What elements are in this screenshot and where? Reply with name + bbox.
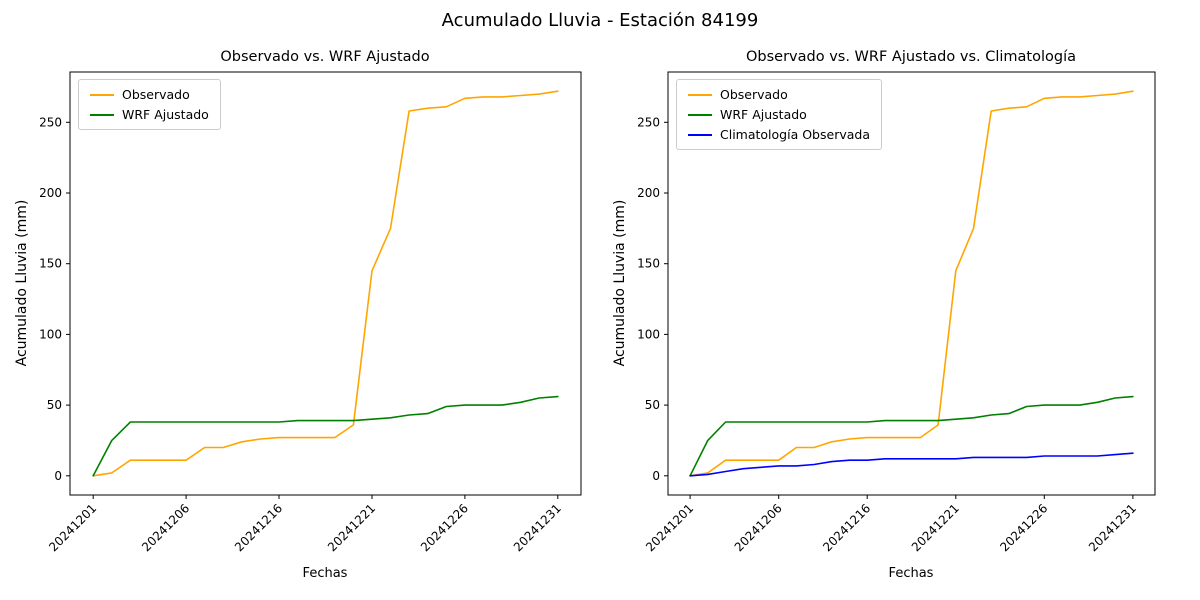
legend-left: Observado WRF Ajustado bbox=[78, 79, 221, 130]
x-tick-label: 20241226 bbox=[997, 501, 1050, 554]
wrf-line-swatch bbox=[688, 113, 712, 116]
climatologia-line-swatch bbox=[688, 133, 712, 136]
y-axis-label-left: Acumulado Lluvia (mm) bbox=[14, 199, 30, 367]
legend-item: Observado bbox=[90, 87, 209, 102]
y-tick-label: 50 bbox=[47, 398, 62, 412]
wrf-line-swatch bbox=[90, 113, 114, 116]
legend-label: Observado bbox=[720, 87, 788, 102]
x-tick-label: 20241226 bbox=[418, 501, 471, 554]
legend-item: WRF Ajustado bbox=[90, 107, 209, 122]
series-line-observado bbox=[689, 90, 1134, 477]
subplot-title-left: Observado vs. WRF Ajustado bbox=[220, 49, 430, 65]
y-tick-label: 250 bbox=[39, 115, 62, 129]
x-tick-label: 20241216 bbox=[232, 501, 285, 554]
x-tick-label: 20241221 bbox=[325, 501, 378, 554]
y-tick-label: 200 bbox=[637, 186, 660, 200]
y-tick-label: 100 bbox=[637, 327, 660, 341]
observado-line-swatch bbox=[90, 93, 114, 96]
x-tick-label: 20241216 bbox=[820, 501, 873, 554]
legend-item: WRF Ajustado bbox=[688, 107, 870, 122]
legend-label: WRF Ajustado bbox=[122, 107, 209, 122]
y-tick-label: 50 bbox=[645, 398, 660, 412]
y-axis-label-right: Acumulado Lluvia (mm) bbox=[612, 199, 628, 367]
y-tick-label: 150 bbox=[637, 257, 660, 271]
y-tick-label: 0 bbox=[652, 469, 660, 483]
y-tick-label: 0 bbox=[54, 469, 62, 483]
legend-label: Climatología Observada bbox=[720, 127, 870, 142]
x-tick-label: 20241231 bbox=[1086, 501, 1139, 554]
legend-label: WRF Ajustado bbox=[720, 107, 807, 122]
x-axis-label-left: Fechas bbox=[302, 566, 348, 581]
series-line-wrf-ajustado bbox=[92, 395, 559, 477]
legend-item: Observado bbox=[688, 87, 870, 102]
y-tick-label: 250 bbox=[637, 115, 660, 129]
series-line-observado bbox=[92, 90, 559, 477]
subplot-title-right: Observado vs. WRF Ajustado vs. Climatolo… bbox=[746, 49, 1076, 65]
series-line-climatología-observada bbox=[689, 452, 1134, 477]
legend-item: Climatología Observada bbox=[688, 127, 870, 142]
series-line-wrf-ajustado bbox=[689, 395, 1134, 477]
x-tick-label: 20241206 bbox=[139, 501, 192, 554]
x-tick-label: 20241201 bbox=[46, 501, 99, 554]
legend-right: Observado WRF Ajustado Climatología Obse… bbox=[676, 79, 882, 150]
figure-title: Acumulado Lluvia - Estación 84199 bbox=[441, 10, 759, 31]
axes-frame bbox=[69, 71, 582, 496]
axes-frame bbox=[667, 71, 1156, 496]
x-tick-label: 20241206 bbox=[732, 501, 785, 554]
x-tick-label: 20241201 bbox=[643, 501, 696, 554]
y-tick-label: 200 bbox=[39, 186, 62, 200]
x-tick-label: 20241231 bbox=[511, 501, 564, 554]
x-axis-label-right: Fechas bbox=[888, 566, 934, 581]
y-tick-label: 100 bbox=[39, 327, 62, 341]
legend-label: Observado bbox=[122, 87, 190, 102]
x-tick-label: 20241221 bbox=[909, 501, 962, 554]
y-tick-label: 150 bbox=[39, 257, 62, 271]
observado-line-swatch bbox=[688, 93, 712, 96]
